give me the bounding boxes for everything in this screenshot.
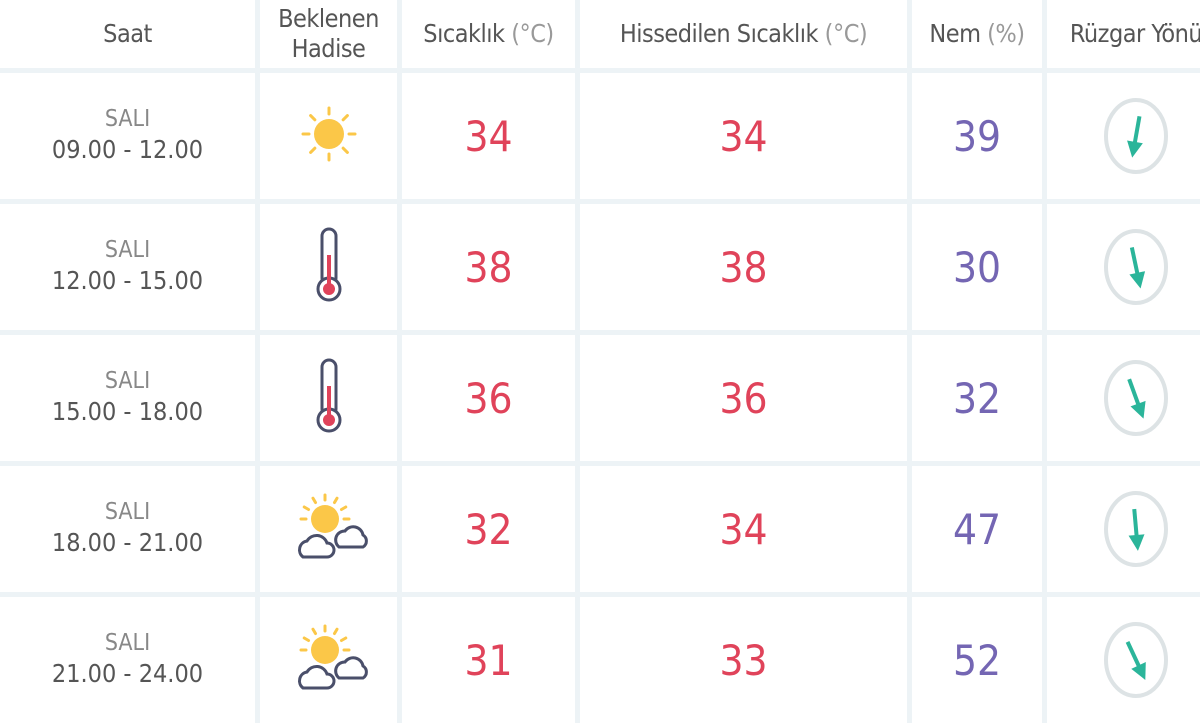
time-cell: SALI 21.00 - 24.00 (0, 597, 255, 723)
day-label: SALI (104, 237, 151, 263)
time-range: 15.00 - 18.00 (51, 397, 204, 426)
time-range: 21.00 - 24.00 (51, 659, 204, 688)
temperature-cell: 38 (402, 204, 575, 330)
feels-like-cell: 34 (580, 73, 907, 199)
header-ruzgar: Rüzgar Yönü (1047, 0, 1200, 68)
time-range: 18.00 - 21.00 (51, 528, 204, 557)
time-cell: SALI 15.00 - 18.00 (0, 335, 255, 461)
temperature-cell: 36 (402, 335, 575, 461)
temperature-cell: 31 (402, 597, 575, 723)
wind-arrow-icon (1102, 620, 1170, 700)
humidity-cell: 39 (912, 73, 1042, 199)
partly-cloudy-icon (289, 620, 369, 700)
feels-like-cell: 33 (580, 597, 907, 723)
wind-arrow-icon (1102, 96, 1170, 176)
header-hadise: Beklenen Hadise (260, 0, 397, 68)
header-saat: Saat (0, 0, 255, 68)
time-range: 09.00 - 12.00 (51, 135, 204, 164)
thermometer-icon (309, 356, 349, 440)
feels-like-cell: 38 (580, 204, 907, 330)
day-label: SALI (104, 630, 151, 656)
wind-direction-cell (1047, 73, 1200, 199)
time-cell: SALI 18.00 - 21.00 (0, 466, 255, 592)
time-cell: SALI 12.00 - 15.00 (0, 204, 255, 330)
temperature-cell: 32 (402, 466, 575, 592)
time-cell: SALI 09.00 - 12.00 (0, 73, 255, 199)
weather-cell (260, 466, 397, 592)
header-hissedilen: Hissedilen Sıcaklık (°C) (580, 0, 907, 68)
wind-direction-cell (1047, 204, 1200, 330)
sun-icon (297, 102, 361, 170)
partly-cloudy-icon (289, 489, 369, 569)
wind-direction-cell (1047, 597, 1200, 723)
feels-like-cell: 34 (580, 466, 907, 592)
day-label: SALI (104, 106, 151, 132)
wind-direction-cell (1047, 335, 1200, 461)
weather-cell (260, 597, 397, 723)
temperature-cell: 34 (402, 73, 575, 199)
wind-arrow-icon (1102, 358, 1170, 438)
humidity-cell: 30 (912, 204, 1042, 330)
header-sicaklik: Sıcaklık (°C) (402, 0, 575, 68)
weather-cell (260, 335, 397, 461)
weather-cell (260, 204, 397, 330)
header-nem: Nem (%) (912, 0, 1042, 68)
thermometer-icon (309, 225, 349, 309)
humidity-cell: 47 (912, 466, 1042, 592)
wind-arrow-icon (1102, 227, 1170, 307)
weather-cell (260, 73, 397, 199)
wind-direction-cell (1047, 466, 1200, 592)
time-range: 12.00 - 15.00 (51, 266, 204, 295)
day-label: SALI (104, 499, 151, 525)
humidity-cell: 32 (912, 335, 1042, 461)
humidity-cell: 52 (912, 597, 1042, 723)
day-label: SALI (104, 368, 151, 394)
feels-like-cell: 36 (580, 335, 907, 461)
wind-arrow-icon (1102, 489, 1170, 569)
